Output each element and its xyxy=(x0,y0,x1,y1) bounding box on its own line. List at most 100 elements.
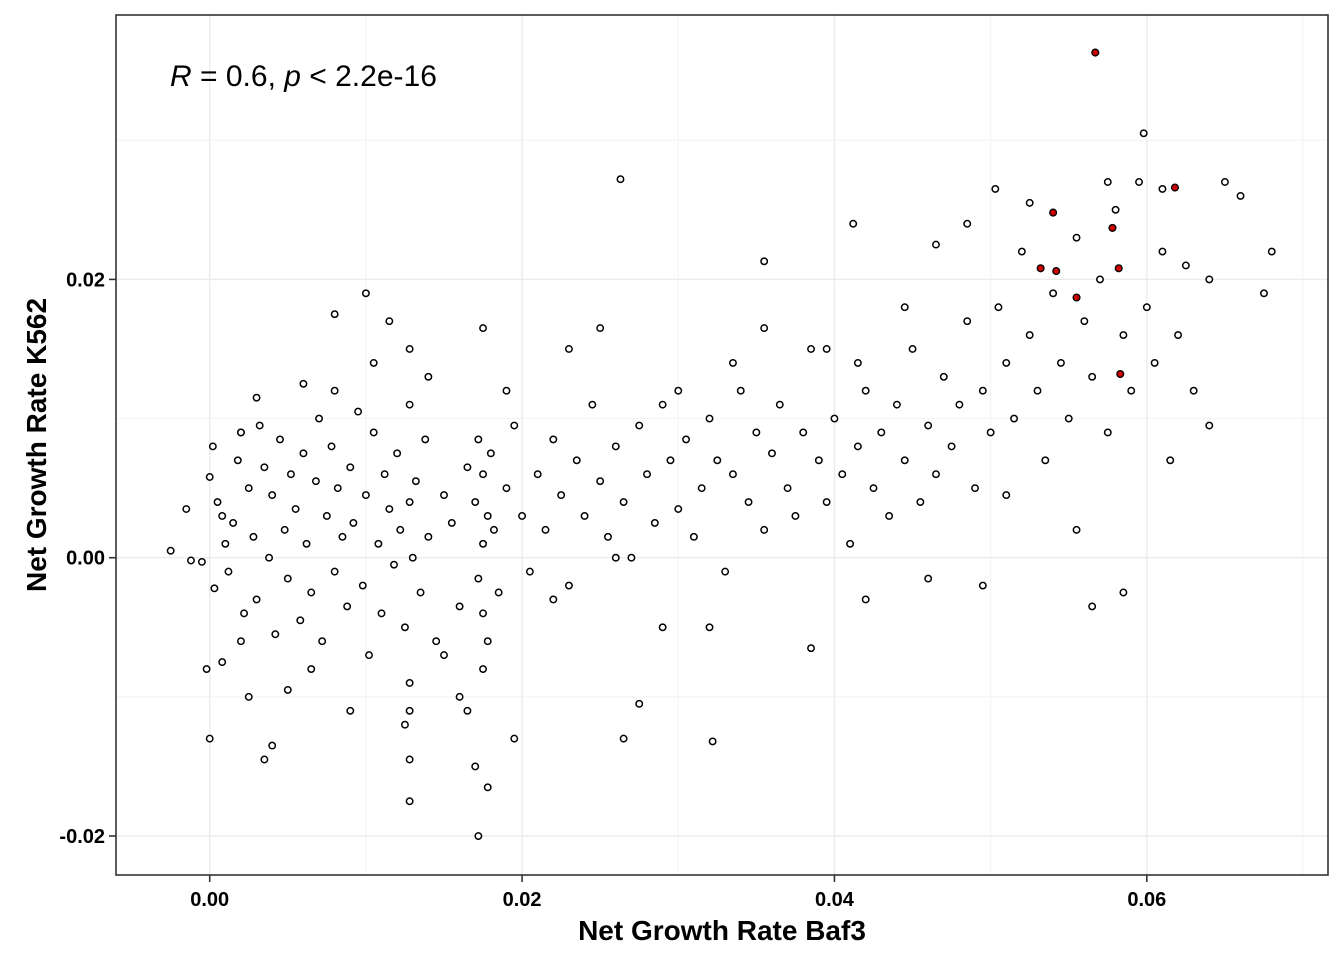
data-point xyxy=(474,832,483,840)
data-point xyxy=(471,762,480,771)
data-point xyxy=(1205,421,1214,430)
data-points xyxy=(166,129,1276,840)
data-point xyxy=(440,491,448,500)
data-point xyxy=(299,379,308,388)
data-point xyxy=(1088,602,1097,611)
data-point xyxy=(869,484,878,493)
data-point xyxy=(205,473,214,481)
data-point xyxy=(494,588,503,597)
data-point xyxy=(358,581,367,590)
data-point xyxy=(474,435,483,444)
highlighted-data-point xyxy=(1072,293,1081,302)
data-point xyxy=(708,737,717,746)
data-point xyxy=(705,623,714,632)
data-point xyxy=(830,414,839,423)
data-point xyxy=(307,665,316,673)
data-point xyxy=(791,512,800,520)
data-point xyxy=(1002,491,1011,500)
p-value-text: < 2.2e-16 xyxy=(301,60,437,93)
data-point xyxy=(510,734,519,743)
data-point xyxy=(564,345,573,353)
x-tick-label: 0.06 xyxy=(1127,889,1166,911)
data-point xyxy=(405,706,414,715)
data-point xyxy=(416,588,425,597)
data-point xyxy=(380,470,389,479)
data-point xyxy=(421,435,430,444)
data-point xyxy=(302,539,311,548)
data-point xyxy=(463,463,472,472)
data-point xyxy=(619,734,628,743)
data-point xyxy=(1220,178,1229,186)
highlighted-data-point xyxy=(1052,267,1061,276)
data-point xyxy=(635,699,644,708)
data-point xyxy=(236,637,245,646)
data-point xyxy=(557,491,566,500)
data-point xyxy=(447,518,456,527)
data-point xyxy=(405,679,414,687)
data-point xyxy=(400,720,409,729)
data-point xyxy=(283,685,292,694)
data-point xyxy=(838,470,847,479)
data-point xyxy=(455,692,464,701)
data-point xyxy=(479,324,487,333)
data-point xyxy=(490,525,498,534)
data-point xyxy=(424,532,433,541)
data-point xyxy=(674,386,683,395)
data-point xyxy=(440,651,448,660)
data-point xyxy=(616,175,625,184)
correlation-annotation: R = 0.6, p < 2.2e-16 xyxy=(170,60,437,93)
highlighted-points xyxy=(1036,48,1179,379)
x-tick-label: 0.02 xyxy=(503,889,542,911)
data-point xyxy=(588,400,597,409)
x-axis: 0.00 0.02 0.04 0.06 xyxy=(190,875,1166,911)
data-point xyxy=(604,532,612,541)
data-point xyxy=(955,400,964,409)
data-point xyxy=(807,644,815,653)
highlighted-data-point xyxy=(1049,208,1058,217)
data-point xyxy=(408,553,417,562)
data-point xyxy=(1072,525,1081,534)
data-point xyxy=(244,484,253,493)
highlighted-data-point xyxy=(1108,223,1117,232)
data-point xyxy=(1158,184,1167,193)
data-point xyxy=(471,498,480,507)
y-tick-label: 0.02 xyxy=(66,269,105,291)
data-point xyxy=(807,345,815,353)
data-point xyxy=(276,435,284,444)
data-point xyxy=(405,797,414,806)
plot-border xyxy=(115,14,1329,876)
data-point xyxy=(221,539,230,548)
data-point xyxy=(1127,386,1136,395)
data-point xyxy=(280,525,289,534)
data-point xyxy=(916,498,925,507)
data-point xyxy=(728,358,737,367)
data-point xyxy=(1010,414,1019,423)
data-point xyxy=(385,505,394,513)
y-axis: -0.02 0.00 0.02 xyxy=(59,269,116,848)
data-point xyxy=(365,651,373,660)
data-point xyxy=(1064,414,1073,423)
data-point xyxy=(327,442,336,451)
data-point xyxy=(338,532,347,541)
data-point xyxy=(1166,456,1175,465)
data-point xyxy=(369,428,378,437)
data-point xyxy=(611,442,620,451)
data-point xyxy=(271,630,280,639)
data-point xyxy=(643,470,651,479)
data-point xyxy=(991,184,1000,193)
data-point xyxy=(346,463,355,472)
data-point xyxy=(752,428,761,437)
data-point xyxy=(963,219,972,228)
data-point xyxy=(1181,261,1190,270)
data-point xyxy=(330,310,339,319)
data-point xyxy=(697,484,706,493)
highlighted-data-point xyxy=(1170,183,1179,192)
data-point xyxy=(994,303,1003,312)
highlighted-data-point xyxy=(1036,264,1045,273)
data-point xyxy=(343,602,352,611)
data-point xyxy=(900,303,909,312)
data-point xyxy=(502,386,511,395)
x-axis-title: Net Growth Rate Baf3 xyxy=(578,915,866,946)
data-point xyxy=(932,240,940,249)
data-point xyxy=(1033,386,1042,395)
